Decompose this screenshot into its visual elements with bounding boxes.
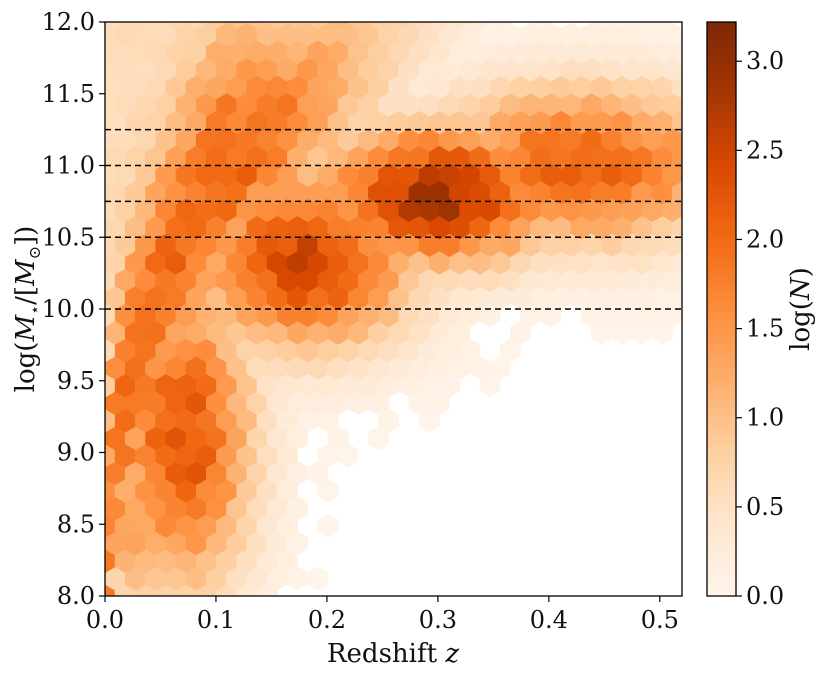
- colorbar-tick-label: 3.0: [746, 47, 784, 75]
- hexbin-cells: [75, 22, 703, 596]
- x-axis-ticks: 0.0 0.1 0.2 0.3 0.4 0.5: [86, 596, 679, 634]
- hex-cell: [75, 198, 95, 221]
- colorbar-title: log(N): [786, 267, 816, 351]
- y-tick-label: 10.0: [42, 295, 95, 323]
- y-tick-label: 8.0: [57, 582, 95, 610]
- y-tick-label: 11.5: [42, 80, 95, 108]
- hex-cell: [449, 22, 471, 29]
- hex-cell: [145, 22, 167, 29]
- x-tick-label: 0.1: [197, 606, 235, 634]
- hex-cell: [105, 396, 106, 410]
- hex-cell: [683, 268, 703, 291]
- y-tick-label: 9.0: [57, 439, 95, 467]
- hex-cell: [611, 22, 633, 29]
- hex-cell: [408, 22, 430, 29]
- x-tick-label: 0.4: [530, 606, 568, 634]
- hex-cell: [165, 22, 187, 29]
- colorbar-tick-label: 2.5: [746, 136, 784, 164]
- y-tick-label: 10.5: [42, 223, 95, 251]
- hex-cell: [124, 22, 146, 29]
- hex-cell: [226, 22, 248, 29]
- hex-cell: [683, 58, 703, 81]
- reference-lines: [105, 128, 682, 310]
- colorbar-ticks: 0.0 0.5 1.0 1.5 2.0 2.5 3.0: [736, 47, 784, 610]
- hex-cell: [683, 128, 703, 151]
- y-tick-label: 8.5: [57, 510, 95, 538]
- hex-cell: [683, 93, 703, 116]
- hex-cell: [469, 22, 491, 29]
- hex-cell: [105, 326, 106, 339]
- hex-cell: [327, 22, 349, 29]
- hex-cell: [75, 128, 95, 151]
- hex-cell: [683, 233, 703, 256]
- hex-cell: [307, 22, 329, 29]
- colorbar-tick-label: 0.5: [746, 493, 784, 521]
- hex-cell: [105, 256, 106, 269]
- hex-cell: [530, 22, 552, 29]
- hex-cell: [75, 58, 95, 81]
- hex-cell: [75, 409, 95, 432]
- hex-cell: [307, 566, 329, 591]
- hex-cell: [631, 22, 653, 29]
- colorbar-tick-label: 2.0: [746, 225, 784, 253]
- y-tick-label: 9.5: [57, 367, 95, 395]
- hex-cell: [347, 22, 369, 29]
- y-axis-title: log(M⋆/[M⊙]): [11, 226, 44, 393]
- hex-cell: [105, 186, 106, 199]
- hex-cell: [317, 513, 339, 538]
- colorbar-tick-label: 1.0: [746, 404, 784, 432]
- hex-cell: [75, 339, 95, 362]
- hex-cell: [388, 22, 410, 29]
- hex-cell: [287, 22, 308, 29]
- hex-cell: [683, 163, 703, 186]
- hex-cell: [105, 115, 106, 129]
- y-tick-label: 12.0: [42, 8, 95, 36]
- hex-cell: [75, 479, 95, 502]
- x-tick-label: 0.5: [641, 606, 679, 634]
- hex-cell: [246, 22, 268, 29]
- hex-cell: [368, 22, 390, 29]
- hex-cell: [683, 23, 703, 46]
- hex-cell: [591, 22, 612, 29]
- x-axis-title: Redshift z: [327, 639, 459, 669]
- y-axis-ticks: 8.0 8.5 9.0 9.5 10.0 10.5 11.0 11.5 12.0: [42, 8, 105, 610]
- colorbar-tick-label: 0.0: [746, 582, 784, 610]
- hex-cell: [266, 22, 288, 29]
- svg-text:log(M⋆/[M⊙]): log(M⋆/[M⊙]): [11, 226, 44, 393]
- hex-cell: [651, 22, 673, 29]
- y-tick-label: 11.0: [42, 152, 95, 180]
- colorbar: [706, 21, 737, 597]
- hex-cell: [75, 549, 95, 572]
- x-tick-label: 0.0: [86, 606, 124, 634]
- x-tick-label: 0.3: [419, 606, 457, 634]
- colorbar-tick-label: 1.5: [746, 315, 784, 343]
- hex-cell: [105, 45, 106, 59]
- hex-cell: [489, 22, 511, 29]
- hex-cell: [683, 198, 703, 221]
- hex-cell: [428, 22, 450, 29]
- hex-cell: [206, 22, 227, 29]
- hex-cell: [105, 22, 126, 29]
- x-tick-label: 0.2: [308, 606, 346, 634]
- hex-cell: [75, 268, 95, 291]
- hex-cell: [185, 22, 207, 29]
- svg-text:log(N): log(N): [786, 267, 816, 351]
